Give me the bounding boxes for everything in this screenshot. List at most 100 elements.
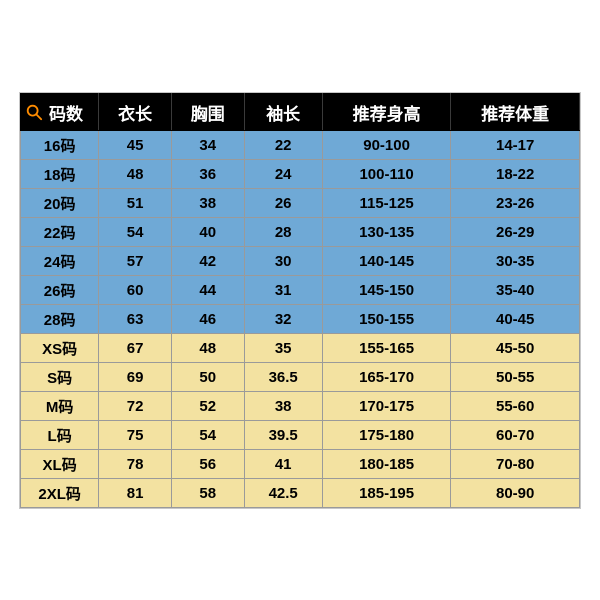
table-cell: 170-175 <box>322 391 451 420</box>
table-row: L码755439.5175-18060-70 <box>21 420 580 449</box>
table-cell: 41 <box>244 449 322 478</box>
table-cell: 100-110 <box>322 159 451 188</box>
table-cell: 175-180 <box>322 420 451 449</box>
table-cell: 30-35 <box>451 246 580 275</box>
header-cell-weight: 推荐体重 <box>451 93 580 130</box>
table-cell: 18-22 <box>451 159 580 188</box>
table-cell: 56 <box>171 449 244 478</box>
table-cell: 40-45 <box>451 304 580 333</box>
table-cell: 18码 <box>21 159 99 188</box>
table-cell: 180-185 <box>322 449 451 478</box>
table-cell: 54 <box>171 420 244 449</box>
table-cell: 63 <box>99 304 172 333</box>
table-cell: M码 <box>21 391 99 420</box>
table-cell: XL码 <box>21 449 99 478</box>
table-cell: L码 <box>21 420 99 449</box>
table-cell: 45-50 <box>451 333 580 362</box>
header-row: 码数 衣长 胸围 袖长 推荐身高 推荐体重 <box>21 93 580 130</box>
header-cell-height: 推荐身高 <box>322 93 451 130</box>
table-cell: 51 <box>99 188 172 217</box>
table-body: 16码45342290-10014-1718码483624100-11018-2… <box>21 130 580 507</box>
table-cell: 80-90 <box>451 478 580 507</box>
table-cell: 22码 <box>21 217 99 246</box>
table-cell: 16码 <box>21 130 99 159</box>
table-cell: 46 <box>171 304 244 333</box>
table-cell: 31 <box>244 275 322 304</box>
table-row: XS码674835155-16545-50 <box>21 333 580 362</box>
table-cell: 38 <box>244 391 322 420</box>
table-cell: 60 <box>99 275 172 304</box>
table-cell: 185-195 <box>322 478 451 507</box>
table-cell: 20码 <box>21 188 99 217</box>
table-cell: 52 <box>171 391 244 420</box>
table-cell: 44 <box>171 275 244 304</box>
table-cell: 39.5 <box>244 420 322 449</box>
table-cell: 130-135 <box>322 217 451 246</box>
table-cell: 35 <box>244 333 322 362</box>
header-cell-sleeve: 袖长 <box>244 93 322 130</box>
table-cell: 36 <box>171 159 244 188</box>
header-cell-chest: 胸围 <box>171 93 244 130</box>
table-cell: XS码 <box>21 333 99 362</box>
table-cell: 140-145 <box>322 246 451 275</box>
table-cell: 28 <box>244 217 322 246</box>
table-cell: 26码 <box>21 275 99 304</box>
search-icon <box>25 103 43 121</box>
table-header: 码数 衣长 胸围 袖长 推荐身高 推荐体重 <box>21 93 580 130</box>
table-cell: 69 <box>99 362 172 391</box>
table-row: 26码604431145-15035-40 <box>21 275 580 304</box>
table-cell: S码 <box>21 362 99 391</box>
table-cell: 70-80 <box>451 449 580 478</box>
table-row: 2XL码815842.5185-19580-90 <box>21 478 580 507</box>
table-cell: 115-125 <box>322 188 451 217</box>
table-cell: 72 <box>99 391 172 420</box>
table-row: 18码483624100-11018-22 <box>21 159 580 188</box>
table-row: S码695036.5165-17050-55 <box>21 362 580 391</box>
table-cell: 26 <box>244 188 322 217</box>
table-cell: 60-70 <box>451 420 580 449</box>
table-cell: 35-40 <box>451 275 580 304</box>
table-cell: 22 <box>244 130 322 159</box>
table-cell: 26-29 <box>451 217 580 246</box>
table-cell: 57 <box>99 246 172 275</box>
table-cell: 48 <box>99 159 172 188</box>
table-cell: 75 <box>99 420 172 449</box>
page-canvas: 码数 衣长 胸围 袖长 推荐身高 推荐体重 16码45342290-10014-… <box>0 0 600 600</box>
table-cell: 38 <box>171 188 244 217</box>
table-cell: 28码 <box>21 304 99 333</box>
header-label: 码数 <box>49 105 83 124</box>
table-cell: 165-170 <box>322 362 451 391</box>
table-cell: 54 <box>99 217 172 246</box>
table-cell: 90-100 <box>322 130 451 159</box>
table-cell: 24 <box>244 159 322 188</box>
table-cell: 150-155 <box>322 304 451 333</box>
table-cell: 81 <box>99 478 172 507</box>
table-cell: 58 <box>171 478 244 507</box>
table-cell: 36.5 <box>244 362 322 391</box>
table-cell: 145-150 <box>322 275 451 304</box>
table-cell: 45 <box>99 130 172 159</box>
table-row: 20码513826115-12523-26 <box>21 188 580 217</box>
size-chart: 码数 衣长 胸围 袖长 推荐身高 推荐体重 16码45342290-10014-… <box>19 92 581 509</box>
table-cell: 50-55 <box>451 362 580 391</box>
header-cell-length: 衣长 <box>99 93 172 130</box>
size-table: 码数 衣长 胸围 袖长 推荐身高 推荐体重 16码45342290-10014-… <box>20 93 580 508</box>
header-cell-size: 码数 <box>21 93 99 130</box>
table-cell: 14-17 <box>451 130 580 159</box>
table-cell: 30 <box>244 246 322 275</box>
table-cell: 42 <box>171 246 244 275</box>
table-cell: 23-26 <box>451 188 580 217</box>
table-cell: 50 <box>171 362 244 391</box>
table-cell: 2XL码 <box>21 478 99 507</box>
table-row: 28码634632150-15540-45 <box>21 304 580 333</box>
table-cell: 48 <box>171 333 244 362</box>
table-cell: 32 <box>244 304 322 333</box>
table-cell: 42.5 <box>244 478 322 507</box>
table-row: 16码45342290-10014-17 <box>21 130 580 159</box>
table-cell: 155-165 <box>322 333 451 362</box>
table-cell: 34 <box>171 130 244 159</box>
table-cell: 78 <box>99 449 172 478</box>
table-row: 24码574230140-14530-35 <box>21 246 580 275</box>
table-cell: 55-60 <box>451 391 580 420</box>
table-row: 22码544028130-13526-29 <box>21 217 580 246</box>
